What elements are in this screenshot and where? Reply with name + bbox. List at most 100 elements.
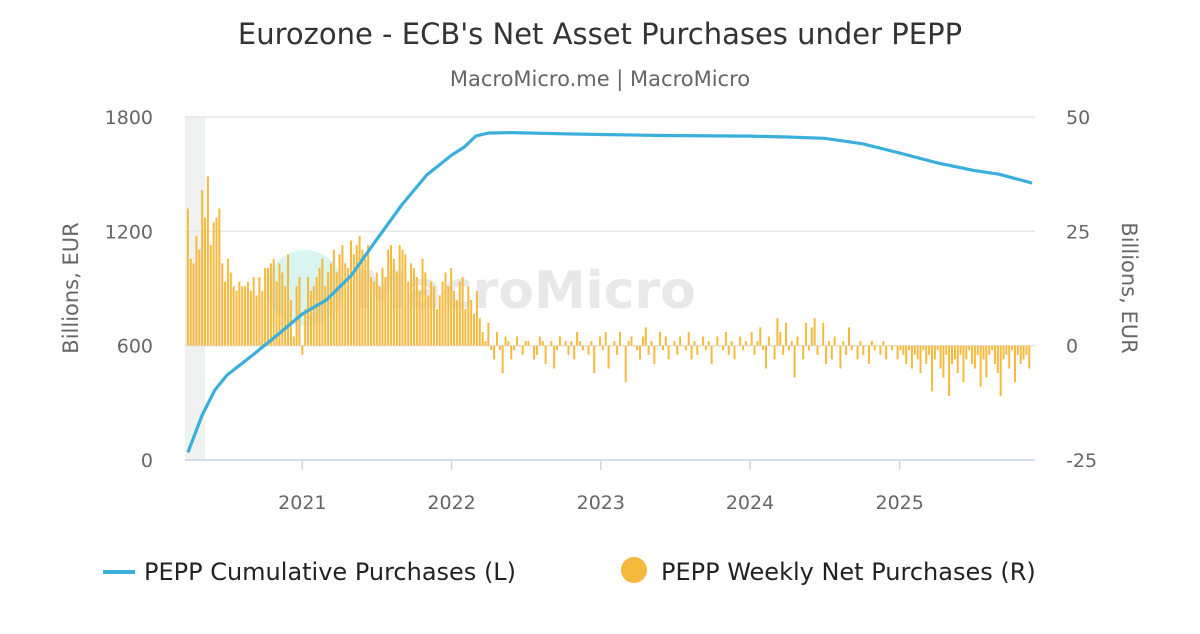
bar [235,290,238,346]
bar [873,345,876,351]
bar [212,222,215,346]
bar [713,345,716,347]
bar [264,267,267,346]
bar [908,345,911,351]
bar [470,299,473,346]
bar [475,290,478,346]
bar [756,341,759,346]
bar [355,245,358,346]
bar [613,341,616,346]
bar [922,345,925,351]
bar [816,345,819,355]
bar [576,331,579,346]
bar [521,345,524,355]
bar [287,254,290,346]
bar [561,345,564,347]
bar [395,272,398,346]
bar [390,245,393,346]
bar [644,327,647,346]
chart-title: Eurozone - ECB's Net Asset Purchases und… [238,17,962,51]
bar [661,345,664,351]
bar [742,345,745,351]
bar [839,345,842,369]
bar [367,245,370,346]
bar [802,345,805,360]
bar [258,277,261,346]
bar [536,345,539,355]
bar [404,254,407,346]
bar [309,290,312,346]
bar [919,345,922,374]
bar [498,345,501,351]
bar [232,286,235,346]
bar [432,286,435,346]
bar [518,345,521,347]
bar [744,341,747,346]
bar [945,345,948,355]
x-tick-label: 2022 [427,492,475,514]
bar [616,345,619,355]
bar [664,336,667,346]
bar [650,341,653,346]
y-right-tick-label: -25 [1066,450,1097,472]
bar [764,345,767,369]
legend-item-bars[interactable]: PEPP Weekly Net Purchases (R) [621,557,1036,586]
bar [896,345,899,360]
y-right-label: Billions, EUR [1117,222,1141,353]
bar [656,345,659,347]
bar [461,277,464,346]
bar [538,336,541,346]
bar [842,341,845,346]
bar [372,281,375,346]
x-tick-label: 2024 [726,492,774,514]
bar [593,345,596,374]
bar [189,258,192,346]
bar [962,345,965,383]
bar [292,336,295,346]
bar [853,345,856,347]
bar [724,331,727,346]
bar [378,286,381,346]
bar [515,336,518,346]
bar [412,267,415,346]
bar [973,345,976,369]
bar [928,345,931,355]
bar [430,281,433,346]
bar [830,345,833,360]
bar [702,336,705,346]
bar [541,341,544,346]
bar [195,235,198,346]
bar [281,272,284,346]
bar [507,341,510,346]
bar [822,322,825,346]
bar [335,272,338,346]
bar [604,331,607,346]
cumulative-line [186,131,1033,453]
bar [933,345,936,360]
bar [687,331,690,346]
bar [547,345,550,347]
bar [607,345,610,369]
bar [332,249,335,346]
bar [215,217,218,346]
bar [916,345,919,360]
y-left-label: Billions, EUR [59,222,83,353]
bar [936,345,939,351]
bar [530,345,533,347]
y-left-tick-label: 1800 [105,107,153,129]
bar [318,267,321,346]
bar [581,345,584,351]
legend-item-line[interactable]: PEPP Cumulative Purchases (L) [103,558,516,586]
bar [693,341,696,346]
bar [787,345,790,351]
bar [458,281,461,346]
bar [275,281,278,346]
bar [478,318,481,346]
bar [968,345,971,351]
y-axis-left: 0 600 1200 1800 [105,107,153,472]
bar [455,299,458,346]
bar [819,345,822,347]
bar [667,345,670,360]
bar [338,254,341,346]
